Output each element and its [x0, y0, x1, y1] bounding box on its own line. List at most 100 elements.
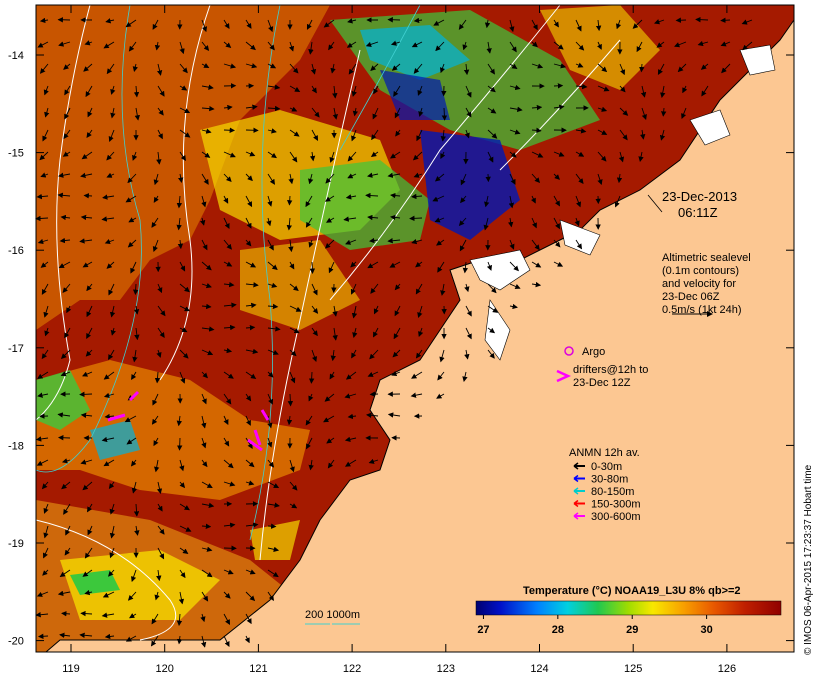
- velocity-arrow: [245, 371, 257, 379]
- velocity-arrow: [43, 503, 49, 514]
- velocity-arrow: [509, 19, 515, 33]
- velocity-arrow: [351, 129, 357, 142]
- velocity-arrow: [157, 305, 166, 317]
- velocity-arrow: [464, 349, 470, 360]
- velocity-arrow: [509, 106, 523, 112]
- velocity-arrow: [80, 610, 93, 617]
- velocity-arrow: [200, 613, 206, 623]
- velocity-arrow: [223, 522, 236, 528]
- lat-tick-label: -17: [8, 343, 24, 355]
- land-mass: [46, 5, 794, 652]
- velocity-arrow: [103, 41, 115, 49]
- velocity-arrow: [179, 85, 188, 91]
- velocity-arrow: [531, 104, 543, 111]
- velocity-arrow: [201, 349, 214, 356]
- velocity-arrow: [179, 525, 192, 532]
- velocity-arrow: [575, 62, 584, 68]
- velocity-arrow: [305, 217, 313, 228]
- velocity-arrow: [311, 107, 320, 118]
- velocity-arrow: [62, 283, 71, 293]
- velocity-arrow: [417, 85, 423, 96]
- velocity-arrow: [531, 261, 542, 268]
- velocity-arrow: [200, 217, 206, 226]
- velocity-arrow: [720, 41, 731, 47]
- velocity-arrow: [660, 107, 667, 117]
- velocity-arrow: [63, 503, 71, 515]
- velocity-arrow: [179, 569, 186, 579]
- velocity-arrow: [308, 41, 314, 55]
- anmn-arrowhead-icon: [573, 512, 579, 520]
- velocity-arrow: [223, 302, 237, 308]
- velocity-arrow: [201, 63, 210, 68]
- lon-tick-label: 120: [156, 663, 174, 675]
- velocity-arrow: [267, 261, 278, 271]
- velocity-arrow: [487, 151, 494, 163]
- velocity-arrow: [553, 173, 560, 180]
- velocity-arrow: [575, 173, 584, 185]
- velocity-arrow: [351, 85, 357, 97]
- velocity-arrow: [84, 547, 93, 559]
- velocity-arrow: [87, 503, 93, 513]
- velocity-arrow: [156, 569, 162, 582]
- colorbar-tick-label: 29: [626, 624, 638, 636]
- altimetry-line-4: 23-Dec 06Z: [662, 291, 720, 303]
- anmn-arrowhead-icon: [573, 462, 579, 470]
- velocity-arrow: [329, 371, 335, 380]
- velocity-arrow: [59, 569, 71, 578]
- velocity-arrow: [108, 481, 115, 489]
- coastal-islands: [469, 44, 776, 361]
- velocity-arrow: [418, 327, 424, 338]
- velocity-arrow: [486, 261, 492, 271]
- velocity-arrow: [597, 173, 603, 186]
- drifter-marker-icon: [556, 369, 572, 383]
- velocity-arrow: [618, 151, 625, 163]
- velocity-arrow: [616, 173, 623, 184]
- velocity-arrow: [58, 261, 71, 269]
- velocity-arrow: [245, 348, 259, 355]
- velocity-arrow: [106, 151, 115, 161]
- velocity-arrow: [43, 85, 49, 96]
- velocity-arrow: [43, 305, 49, 318]
- velocity-arrow: [39, 63, 49, 74]
- velocity-arrow: [125, 635, 137, 642]
- velocity-arrow: [223, 415, 229, 426]
- velocity-arrow: [125, 19, 137, 28]
- velocity-arrow: [179, 63, 188, 74]
- velocity-arrow: [286, 217, 292, 231]
- velocity-arrow: [458, 19, 467, 30]
- velocity-arrow: [509, 303, 518, 310]
- anmn-arrowhead-icon: [573, 487, 579, 495]
- velocity-arrow: [393, 327, 401, 340]
- velocity-arrow: [41, 283, 49, 295]
- velocity-arrow: [365, 192, 379, 199]
- velocity-arrow: [636, 41, 643, 53]
- velocity-arrow: [102, 194, 115, 200]
- velocity-arrow: [153, 437, 159, 447]
- velocity-arrow: [201, 371, 208, 379]
- velocity-arrow: [64, 327, 71, 339]
- velocity-arrow: [346, 41, 357, 48]
- velocity-arrow: [287, 393, 294, 407]
- velocity-arrow: [179, 129, 191, 138]
- velocity-arrow: [80, 172, 93, 179]
- velocity-arrow: [391, 371, 401, 377]
- velocity-arrow: [86, 283, 93, 292]
- velocity-arrow: [306, 19, 313, 30]
- velocity-arrow: [311, 129, 319, 141]
- velocity-arrow: [311, 349, 318, 362]
- velocity-arrow: [65, 525, 71, 536]
- velocity-arrow: [126, 437, 137, 445]
- colorbar-tick-label: 28: [552, 624, 564, 636]
- velocity-arrow: [267, 173, 275, 185]
- velocity-arrow: [721, 63, 731, 74]
- velocity-arrow: [82, 371, 93, 377]
- velocity-arrow: [464, 283, 470, 293]
- velocity-arrow: [370, 151, 379, 157]
- velocity-arrow: [410, 392, 423, 398]
- velocity-arrow: [373, 327, 379, 338]
- velocity-arrow: [323, 415, 335, 423]
- velocity-arrow: [132, 283, 139, 296]
- lat-tick-label: -16: [8, 245, 24, 257]
- velocity-arrow: [64, 547, 71, 556]
- lat-tick-label: -20: [8, 636, 24, 648]
